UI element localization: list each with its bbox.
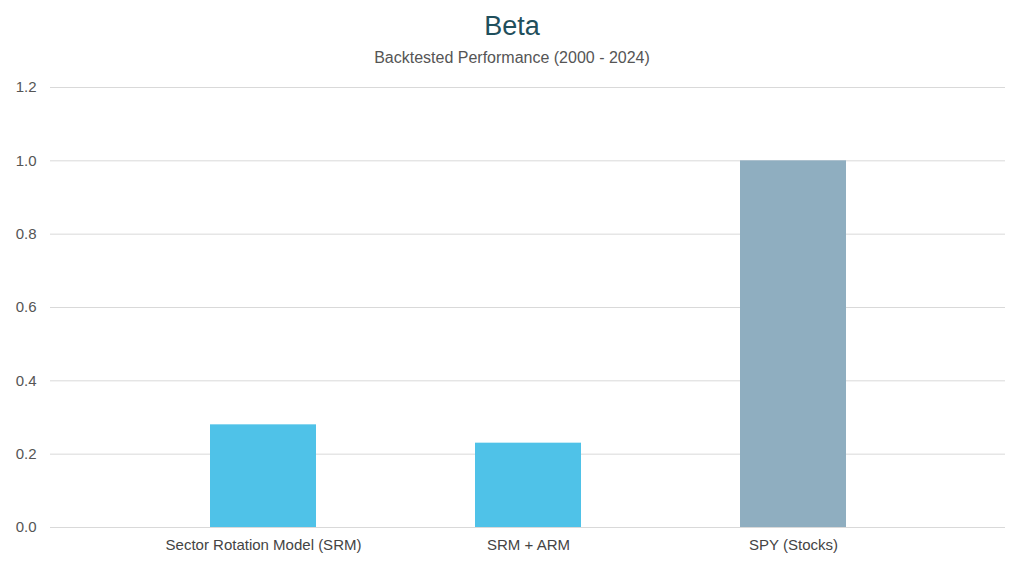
svg-text:0.6: 0.6 — [16, 298, 37, 315]
html-text:Beta: Beta — [484, 11, 540, 41]
svg-text:1.2: 1.2 — [16, 78, 37, 95]
svg-text:SPY (Stocks): SPY (Stocks) — [749, 536, 838, 553]
html-text:Backtested Performance (2000 -: Backtested Performance (2000 - 2024) — [374, 49, 650, 66]
svg-text:0.8: 0.8 — [16, 225, 37, 242]
svg-text:Sector Rotation Model (SRM): Sector Rotation Model (SRM) — [166, 536, 362, 553]
svg-text:0.0: 0.0 — [16, 518, 37, 535]
svg-text:SRM + ARM: SRM + ARM — [487, 536, 570, 553]
svg-text:0.2: 0.2 — [16, 445, 37, 462]
svg-text:1.0: 1.0 — [16, 152, 37, 169]
svg-text:0.4: 0.4 — [16, 372, 37, 389]
